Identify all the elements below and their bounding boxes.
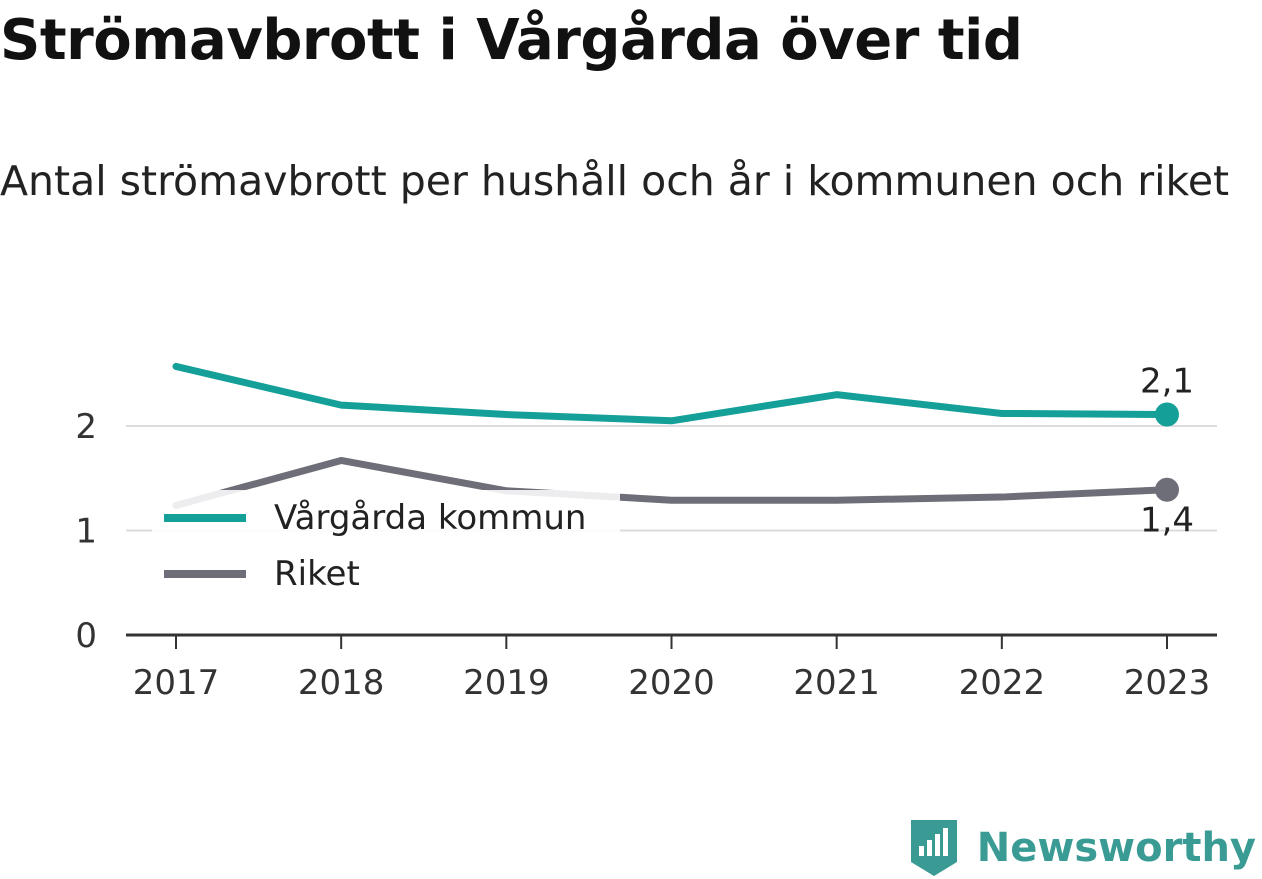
x-tick-label-2019: 2019 [463, 663, 550, 703]
series-line-riket [172, 456, 1171, 509]
legend-swatch-riket [164, 570, 246, 578]
chart-subtitle: Antal strömavbrott per hushåll och år i … [0, 157, 1230, 205]
x-tick-label-2018: 2018 [298, 663, 385, 703]
end-point-vargarda [1155, 402, 1179, 427]
legend-label-vargarda: Vårgårda kommun [274, 498, 587, 538]
legend-item-vargarda: Vårgårda kommun [164, 490, 586, 546]
legend: Vårgårda kommun Riket [152, 490, 620, 608]
x-tick-label-2017: 2017 [133, 663, 220, 703]
x-tick-label-2020: 2020 [628, 663, 715, 703]
end-label-riket: 1,4 [1140, 501, 1194, 541]
chart-title: Strömavbrott i Vårgårda över tid [0, 8, 1023, 73]
y-tick-label-2: 2 [75, 407, 97, 447]
y-tick-label-0: 0 [75, 616, 97, 656]
end-label-vargarda: 2,1 [1140, 362, 1194, 402]
legend-item-riket: Riket [164, 546, 360, 602]
brand-name: Newsworthy [976, 825, 1256, 871]
legend-label-riket: Riket [274, 554, 360, 594]
series-line-vargarda [172, 362, 1171, 425]
y-tick-label-1: 1 [75, 512, 97, 552]
brand-logo[interactable]: Newsworthy [909, 818, 1256, 878]
end-point-riket [1155, 477, 1179, 502]
newsworthy-logo-icon [910, 820, 957, 876]
x-tick-label-2021: 2021 [793, 663, 880, 703]
x-tick-label-2023: 2023 [1124, 663, 1211, 703]
legend-swatch-vargarda [164, 514, 246, 522]
x-tick-label-2022: 2022 [959, 663, 1046, 703]
